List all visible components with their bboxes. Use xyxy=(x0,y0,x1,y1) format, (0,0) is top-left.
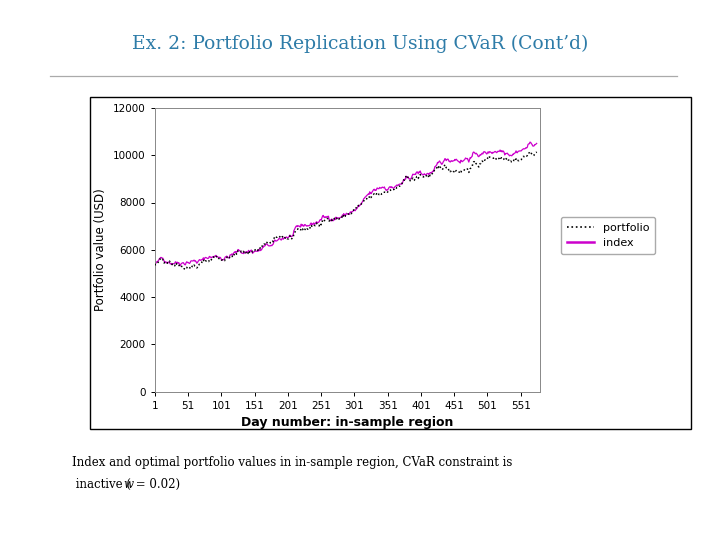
Text: Ex. 2: Portfolio Replication Using CVaR (Cont’d): Ex. 2: Portfolio Replication Using CVaR … xyxy=(132,35,588,53)
Text: Index and optimal portfolio values in in-sample region, CVaR constraint is: Index and optimal portfolio values in in… xyxy=(72,456,513,469)
Text: w: w xyxy=(124,478,134,491)
Y-axis label: Portfolio value (USD): Portfolio value (USD) xyxy=(94,188,107,311)
Text: inactive (: inactive ( xyxy=(72,478,131,491)
X-axis label: Day number: in-sample region: Day number: in-sample region xyxy=(241,416,454,429)
Text: = 0.02): = 0.02) xyxy=(132,478,181,491)
Legend: portfolio, index: portfolio, index xyxy=(561,217,655,254)
